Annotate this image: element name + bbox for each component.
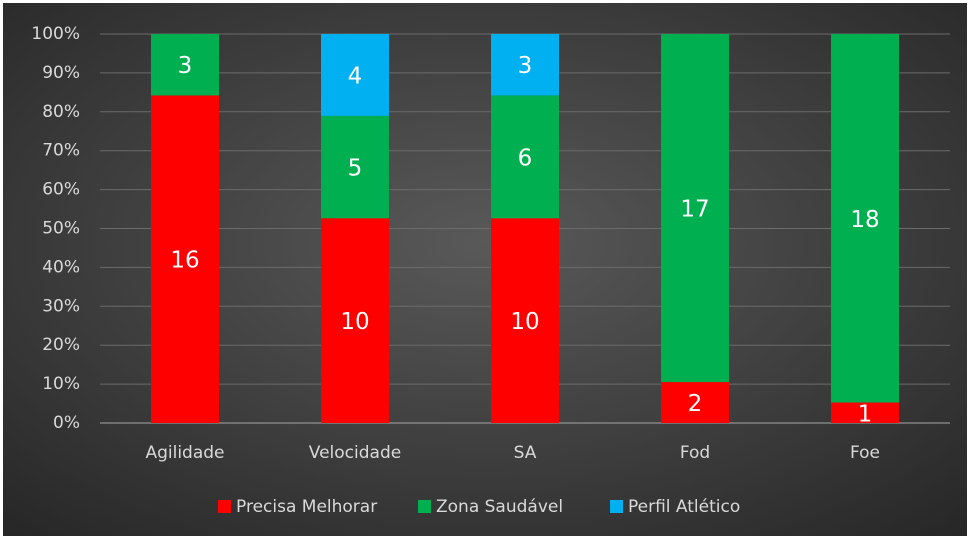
data-label: 4 xyxy=(348,63,363,89)
data-label: 16 xyxy=(170,248,199,274)
data-label: 5 xyxy=(348,156,363,182)
legend-label: Precisa Melhorar xyxy=(236,497,377,517)
x-tick-label: Fod xyxy=(680,443,710,463)
data-label: 1 xyxy=(858,401,873,427)
bar-segment xyxy=(831,34,899,403)
y-tick-label: 70% xyxy=(42,141,80,161)
bar-segment xyxy=(661,34,729,383)
y-tick-label: 40% xyxy=(42,257,80,277)
bar-segment xyxy=(491,95,559,219)
bar-segment xyxy=(321,34,389,116)
y-tick-label: 50% xyxy=(42,219,80,239)
bar-segment xyxy=(321,218,389,423)
data-label: 3 xyxy=(518,53,533,79)
y-tick-label: 80% xyxy=(42,102,80,122)
bar-segment xyxy=(151,34,219,96)
legend-label: Perfil Atlético xyxy=(628,497,740,517)
bar-segment xyxy=(491,34,559,96)
data-label: 18 xyxy=(850,207,879,233)
y-tick-label: 20% xyxy=(42,335,80,355)
data-label: 2 xyxy=(688,391,703,417)
y-tick-label: 60% xyxy=(42,180,80,200)
bar-segment xyxy=(661,382,729,423)
legend-swatch xyxy=(418,500,431,513)
x-tick-label: Foe xyxy=(850,443,880,463)
legend-swatch xyxy=(218,500,231,513)
bar-segment xyxy=(831,402,899,423)
data-label: 17 xyxy=(680,197,709,223)
data-label: 10 xyxy=(510,309,539,335)
y-tick-label: 30% xyxy=(42,296,80,316)
y-tick-label: 0% xyxy=(53,413,80,433)
bar-segment xyxy=(491,218,559,423)
x-tick-label: SA xyxy=(514,443,537,463)
y-tick-label: 100% xyxy=(31,24,80,44)
y-tick-label: 10% xyxy=(42,374,80,394)
bar-segment xyxy=(151,95,219,423)
data-label: 6 xyxy=(518,145,533,171)
legend-swatch xyxy=(610,500,623,513)
x-tick-label: Agilidade xyxy=(145,443,224,463)
y-tick-label: 90% xyxy=(42,63,80,83)
legend-label: Zona Saudável xyxy=(436,497,563,517)
data-label: 3 xyxy=(178,53,193,79)
bar-segment xyxy=(321,115,389,219)
data-label: 10 xyxy=(340,309,369,335)
x-tick-label: Velocidade xyxy=(309,443,401,463)
